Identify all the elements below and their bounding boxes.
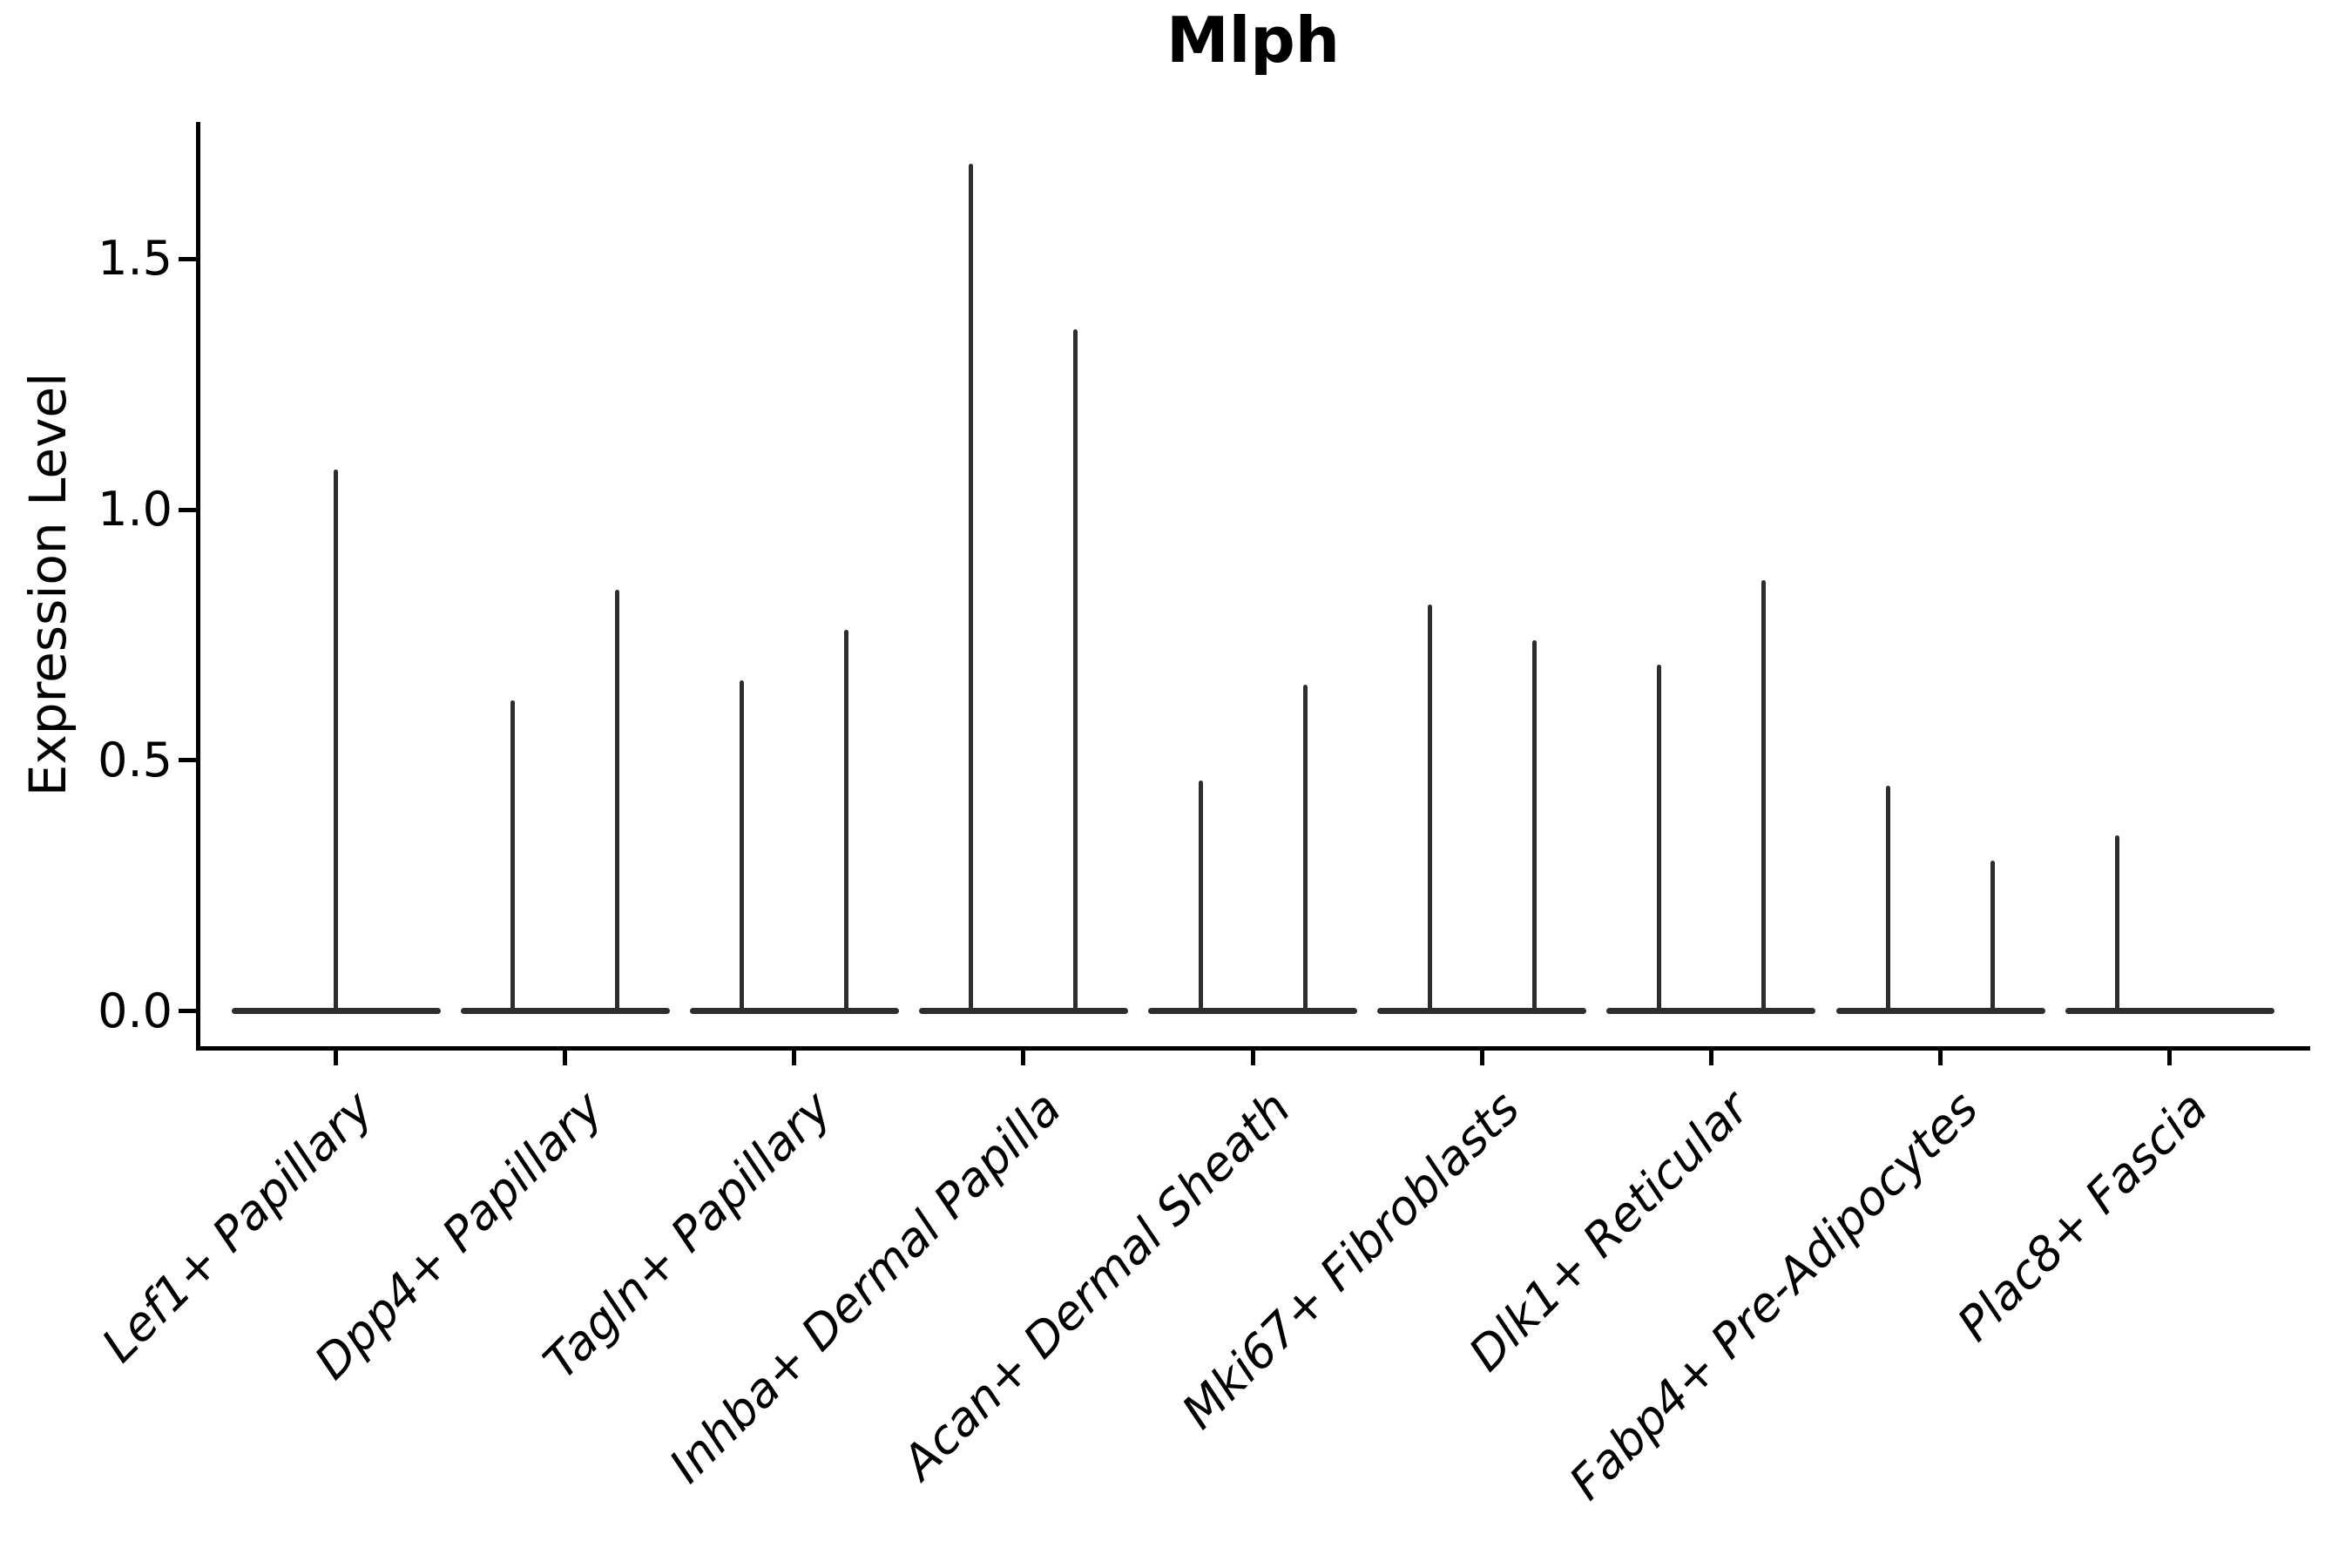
violin-spike: [1886, 785, 1891, 1011]
violin-body: [918, 1008, 1128, 1014]
x-tick: [1021, 1051, 1026, 1065]
violin-body: [1835, 1008, 2045, 1014]
violin-spike: [1073, 328, 1078, 1011]
x-axis-spine: [196, 1046, 2310, 1051]
x-tick: [1938, 1051, 1943, 1065]
violin-spike: [334, 469, 338, 1011]
violin-spike: [510, 700, 516, 1011]
violin-body: [1377, 1008, 1587, 1014]
violin-body: [1606, 1008, 1816, 1014]
violin-spike: [2115, 835, 2120, 1011]
violin-spike: [1198, 780, 1203, 1011]
x-tick-label: Acan+ Dermal Sheath: [891, 1080, 1301, 1490]
y-tick-label: 1.0: [98, 482, 172, 537]
violin-body: [1148, 1008, 1358, 1014]
violin-spike: [740, 679, 745, 1011]
violin-spike: [615, 590, 620, 1011]
x-tick: [563, 1051, 568, 1065]
violin-spike: [1656, 665, 1661, 1011]
y-tick: [179, 507, 197, 512]
violin-spike: [1990, 860, 1996, 1011]
violin-spike: [969, 163, 974, 1011]
x-tick-label: Fabp4+ Pre-Adipocytes: [1558, 1080, 1989, 1511]
y-axis-spine: [196, 122, 200, 1051]
violin-body: [2065, 1008, 2274, 1014]
x-tick: [1479, 1051, 1484, 1065]
y-tick: [179, 256, 197, 261]
x-tick: [792, 1051, 797, 1065]
x-tick: [2167, 1051, 2173, 1065]
x-tick-label: Plac8+ Fascia: [1946, 1080, 2218, 1352]
x-tick: [1708, 1051, 1713, 1065]
y-tick-label: 1.5: [98, 231, 172, 287]
chart-title: Mlph: [1166, 3, 1341, 77]
violin-spike: [1531, 639, 1537, 1011]
violin-body: [231, 1008, 441, 1014]
y-tick: [179, 1009, 197, 1013]
y-tick: [179, 758, 197, 763]
y-tick-label: 0.5: [98, 732, 172, 787]
violin-spike: [844, 630, 849, 1011]
violin-body: [460, 1008, 670, 1014]
x-tick: [334, 1051, 338, 1065]
violin-spike: [1427, 605, 1432, 1011]
y-tick-label: 0.0: [98, 983, 172, 1038]
x-tick: [1250, 1051, 1255, 1065]
x-tick-label: Inhba+ Dermal Papilla: [659, 1080, 1071, 1494]
violin-spike: [1302, 685, 1308, 1011]
violin-spike: [1761, 579, 1766, 1011]
y-axis-label: Expression Level: [18, 372, 78, 797]
violin-body: [689, 1008, 899, 1014]
